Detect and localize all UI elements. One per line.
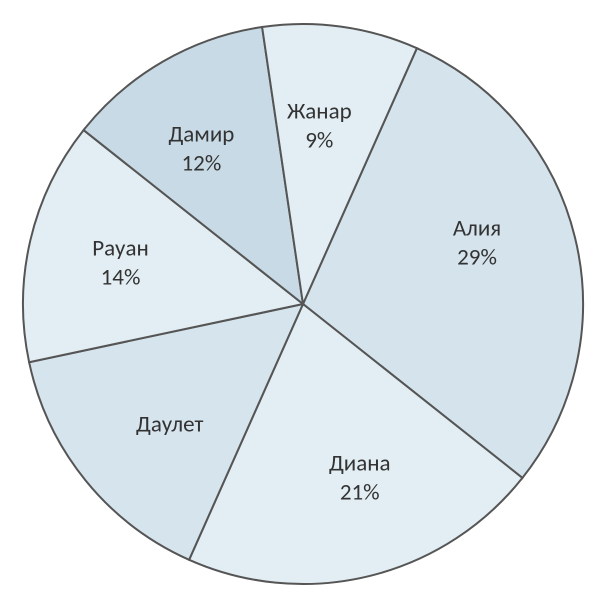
slice-name: Диана: [329, 449, 391, 478]
slice-label: Диана21%: [329, 449, 391, 507]
pie-svg: [0, 0, 607, 608]
slice-label: Алия29%: [453, 215, 501, 273]
slice-label: Рауан14%: [92, 234, 149, 292]
slice-name: Жанар: [287, 98, 352, 127]
slice-label: Дамир12%: [168, 120, 234, 178]
slice-name: Даулет: [136, 410, 203, 439]
slice-label: Жанар9%: [287, 98, 352, 156]
slice-name: Дамир: [168, 120, 234, 149]
slice-percent: 21%: [329, 478, 391, 507]
slice-percent: 29%: [453, 243, 501, 272]
slice-percent: 9%: [287, 126, 352, 155]
slice-percent: 14%: [92, 263, 149, 292]
slice-label: Даулет: [136, 410, 203, 439]
slice-percent: 12%: [168, 149, 234, 178]
slice-name: Рауан: [92, 234, 149, 263]
pie-chart: Алия29% Диана21% Даулет Рауан14% Дамир12% Жан…: [0, 0, 607, 608]
slice-name: Алия: [453, 215, 501, 244]
